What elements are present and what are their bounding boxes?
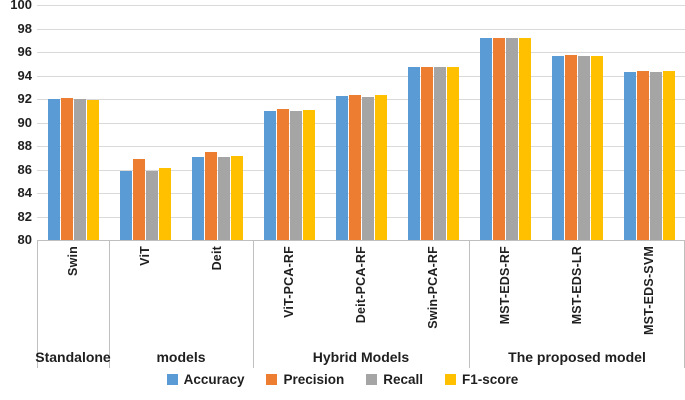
category-label-deit: Deit xyxy=(210,246,224,271)
group-divider-3 xyxy=(469,240,470,368)
bar-precision-swin xyxy=(60,97,73,240)
group-label-models: models xyxy=(156,349,206,365)
y-tick-label-94: 94 xyxy=(17,67,32,83)
bar-recall-mst-eds-svm xyxy=(649,71,662,240)
category-cell-swin-pca-rf: Swin-PCA-RF xyxy=(397,246,469,348)
bar-precision-vit-pca-rf xyxy=(276,108,289,240)
gridline-90 xyxy=(37,122,685,124)
group-divider-1 xyxy=(109,240,110,368)
legend-swatch-accuracy xyxy=(166,374,178,385)
bar-accuracy-deit-pca-rf xyxy=(335,96,348,240)
category-cell-deit-pca-rf: Deit-PCA-RF xyxy=(325,246,397,348)
bar-f1-score-swin-pca-rf xyxy=(446,66,459,240)
category-cell-swin: Swin xyxy=(37,246,109,348)
y-tick-label-88: 88 xyxy=(17,138,32,153)
legend-swatch-precision xyxy=(266,374,278,385)
legend: Accuracy Precision Recall F1-score xyxy=(0,372,685,387)
category-cell-mst-eds-svm: MST-EDS-SVM xyxy=(613,246,685,348)
legend-item-recall: Recall xyxy=(366,372,423,387)
legend-swatch-f1-score xyxy=(445,374,457,385)
category-label-mst-eds-rf: MST-EDS-RF xyxy=(498,246,512,325)
legend-label-f1-score: F1-score xyxy=(462,372,519,387)
category-label-mst-eds-lr: MST-EDS-LR xyxy=(570,246,584,325)
legend-swatch-recall xyxy=(366,374,378,385)
legend-item-accuracy: Accuracy xyxy=(166,372,245,387)
bar-recall-swin xyxy=(73,99,86,240)
bar-recall-mst-eds-lr xyxy=(577,56,590,240)
category-label-swin: Swin xyxy=(66,246,80,276)
gridline-100 xyxy=(37,5,685,6)
bar-f1-score-mst-eds-rf xyxy=(518,37,531,240)
y-tick-label-82: 82 xyxy=(17,208,32,224)
bar-f1-score-mst-eds-lr xyxy=(590,55,603,240)
bar-f1-score-vit-pca-rf xyxy=(302,110,315,240)
gridline-86 xyxy=(37,169,685,171)
bar-accuracy-vit xyxy=(119,170,132,240)
category-label-vit: ViT xyxy=(138,246,152,266)
gridline-96 xyxy=(37,52,685,53)
bar-f1-score-vit xyxy=(158,168,171,240)
y-tick-label-92: 92 xyxy=(17,91,32,106)
bar-f1-score-deit xyxy=(230,155,243,240)
gridline-88 xyxy=(37,146,685,147)
y-tick-label-100: 100 xyxy=(10,0,32,12)
bar-f1-score-deit-pca-rf xyxy=(374,95,387,240)
legend-item-precision: Precision xyxy=(266,372,344,387)
category-cell-deit: Deit xyxy=(181,246,253,348)
gridline-82 xyxy=(37,216,685,218)
legend-label-recall: Recall xyxy=(383,372,424,387)
y-tick-label-90: 90 xyxy=(17,114,32,130)
bar-f1-score-swin xyxy=(86,100,99,240)
category-label-vit-pca-rf: ViT-PCA-RF xyxy=(282,246,296,318)
bar-precision-mst-eds-rf xyxy=(492,37,505,240)
bar-precision-swin-pca-rf xyxy=(420,66,433,240)
group-label-the-proposed-model: The proposed model xyxy=(508,349,646,365)
group-divider-2 xyxy=(253,240,254,368)
bar-accuracy-swin-pca-rf xyxy=(407,66,420,240)
category-cell-mst-eds-lr: MST-EDS-LR xyxy=(541,246,613,348)
bar-recall-vit-pca-rf xyxy=(289,110,302,240)
legend-label-precision: Precision xyxy=(283,372,345,387)
bar-accuracy-mst-eds-rf xyxy=(479,38,492,240)
bar-accuracy-mst-eds-lr xyxy=(551,56,564,240)
y-tick-label-86: 86 xyxy=(17,161,32,177)
bar-accuracy-deit xyxy=(191,157,204,240)
bar-f1-score-mst-eds-svm xyxy=(662,71,675,240)
bar-precision-vit xyxy=(132,158,145,240)
bar-accuracy-vit-pca-rf xyxy=(263,110,276,240)
bar-recall-mst-eds-rf xyxy=(505,38,518,240)
gridline-94 xyxy=(37,75,685,77)
bar-recall-vit xyxy=(145,170,158,240)
bar-precision-deit-pca-rf xyxy=(348,94,361,240)
category-cell-vit-pca-rf: ViT-PCA-RF xyxy=(253,246,325,348)
y-tick-label-80: 80 xyxy=(17,232,32,247)
gridline-92 xyxy=(37,99,685,100)
y-tick-label-96: 96 xyxy=(17,44,32,59)
bar-precision-mst-eds-lr xyxy=(564,54,577,240)
category-label-swin-pca-rf: Swin-PCA-RF xyxy=(426,246,440,329)
category-label-deit-pca-rf: Deit-PCA-RF xyxy=(354,246,368,324)
bar-precision-mst-eds-svm xyxy=(636,70,649,240)
y-tick-label-84: 84 xyxy=(17,185,32,200)
group-label-hybrid-models: Hybrid Models xyxy=(312,349,410,365)
bar-accuracy-mst-eds-svm xyxy=(623,71,636,240)
category-label-mst-eds-svm: MST-EDS-SVM xyxy=(642,246,656,336)
category-cell-vit: ViT xyxy=(109,246,181,348)
legend-item-f1-score: F1-score xyxy=(445,372,518,387)
bar-precision-deit xyxy=(204,152,217,240)
category-cell-mst-eds-rf: MST-EDS-RF xyxy=(469,246,541,348)
gridline-84 xyxy=(37,193,685,194)
gridline-98 xyxy=(37,28,685,30)
bar-recall-swin-pca-rf xyxy=(433,67,446,240)
bar-recall-deit-pca-rf xyxy=(361,96,374,240)
legend-label-accuracy: Accuracy xyxy=(183,372,245,387)
bar-accuracy-swin xyxy=(47,99,60,240)
group-divider-0 xyxy=(37,240,38,368)
x-axis-line xyxy=(37,240,685,241)
group-label-standalone: Standalone xyxy=(35,349,111,365)
bar-recall-deit xyxy=(217,157,230,240)
y-tick-label-98: 98 xyxy=(17,20,32,36)
